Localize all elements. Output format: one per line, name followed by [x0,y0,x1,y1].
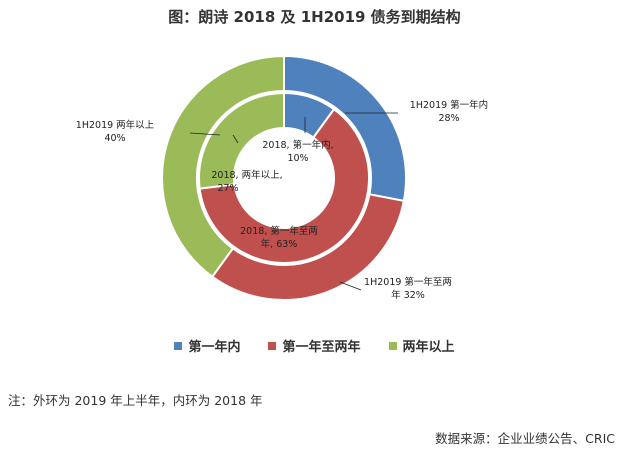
slice-labels: 1H2019 第一年内 28% 1H2019 第一年至两年 32% 1H2019 两年… [76,99,488,301]
slice-label-8: 10% [287,153,308,164]
legend-item-over-two-years: 两年以上 [388,336,455,355]
inner-ring [198,91,370,264]
leader-line-3 [189,132,221,136]
legend-swatch-green [388,341,397,350]
outer-ring [161,54,407,301]
legend-item-one-to-two-years: 第一年至两年 [268,336,361,355]
footnote: 注：外环为 2019 年上半年，内环为 2018 年 [8,393,263,408]
legend-swatch-red [268,341,277,350]
slice-label-6: 40% [104,133,125,144]
slice-label-2: 28% [438,113,459,124]
legend-label: 第一年内 [188,340,241,355]
slice-label-12: 年, 63% [261,238,298,250]
leader-line-2 [339,281,362,291]
legend-label: 两年以上 [402,340,455,355]
slice-label-7: 2018, 第一年内, [262,139,333,151]
slice-label-5: 1H2019 两年以上 [76,119,155,131]
legend-item-first-year: 第一年内 [174,336,240,355]
slice-label-10: 27% [217,183,238,194]
slice-label-1: 1H2019 第一年内 [410,99,488,111]
legend: 第一年内 第一年至两年 两年以上 [0,336,629,355]
slice-label-11: 2018, 第一年至两 [240,225,318,237]
leader-lines [189,112,398,291]
data-source: 数据来源：企业业绩公告、CRIC [435,431,615,446]
legend-swatch-blue [174,341,183,350]
slice-label-4: 年 32% [391,289,425,301]
legend-label: 第一年至两年 [282,340,361,355]
inner-slice-one-to-two-years [198,107,370,264]
inner-slice-over-two-years [198,91,285,190]
slice-label-3: 1H2019 第一年至两 [364,276,452,288]
chart-title: 图：朗诗 2018 及 1H2019 债务到期结构 [168,8,461,26]
outer-slice-over-two-years [161,54,285,279]
slice-label-9: 2018, 两年以上, [211,169,282,181]
leader-line-5 [232,134,239,144]
